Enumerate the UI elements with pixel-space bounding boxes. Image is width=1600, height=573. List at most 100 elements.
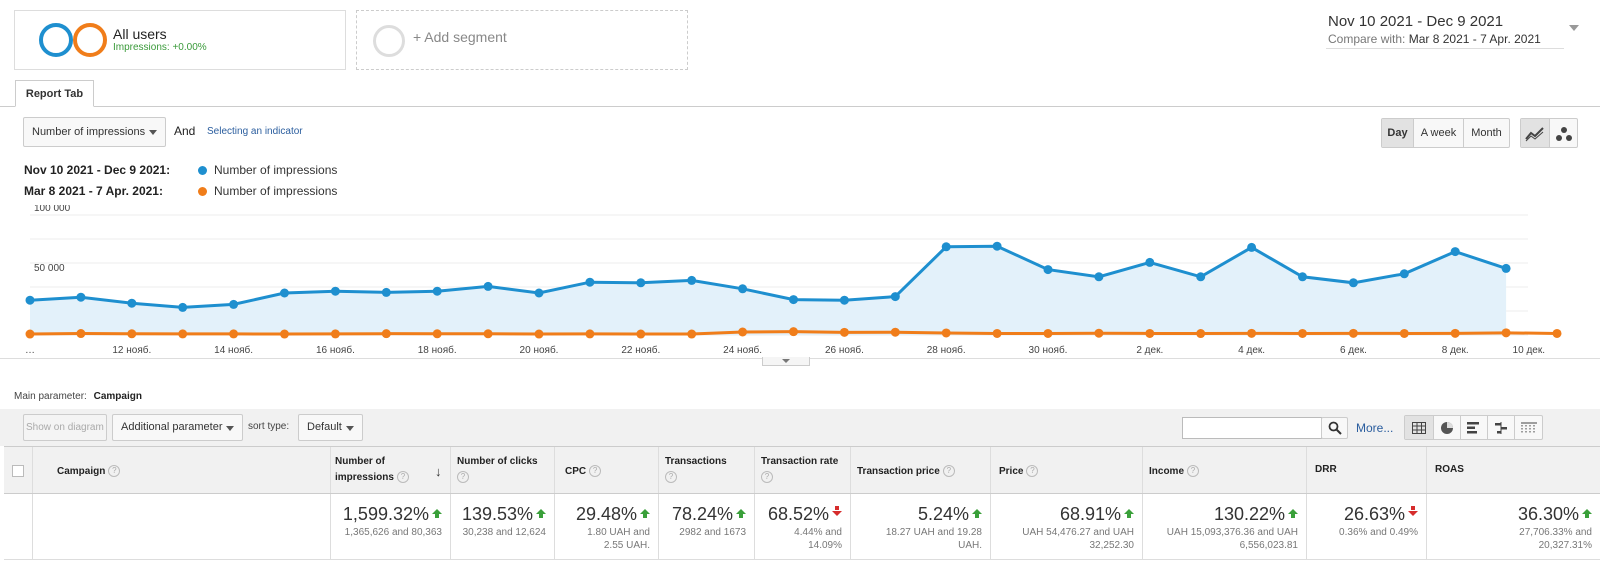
data-point (76, 292, 86, 302)
bar-view-icon[interactable] (1460, 416, 1487, 439)
data-point (1043, 265, 1053, 275)
data-point (432, 286, 442, 296)
header-drr[interactable]: DRR (1306, 447, 1426, 493)
data-point (280, 329, 289, 339)
table-header: Campaign? Number of impressions? ↓ Numbe… (4, 446, 1600, 494)
header-transactions[interactable]: Transactions? (658, 447, 754, 493)
legend-current-name[interactable]: Number of impressions (214, 163, 338, 177)
impressions-chart: 100 000 50 000 … 12 нояб. 14 нояб. 16 нояб. 18… (25, 205, 1562, 356)
data-point (738, 327, 748, 337)
cell-price: 68.91% UAH 54,476.27 and UAH 32,252.30 (990, 494, 1142, 559)
data-point (738, 284, 748, 294)
compare-dates: Mar 8 2021 - 7 Apr. 2021 (1408, 32, 1541, 46)
comparison-view-icon[interactable] (1487, 416, 1514, 439)
data-point (1196, 329, 1206, 339)
cell-campaign (32, 494, 330, 559)
help-icon[interactable]: ? (589, 465, 602, 478)
header-transaction-price[interactable]: Transaction price? (850, 447, 990, 493)
data-point (585, 277, 595, 287)
header-cpc[interactable]: CPC? (554, 447, 658, 493)
more-link[interactable]: More... (1356, 421, 1394, 435)
data-point (1399, 269, 1409, 279)
data-point (585, 329, 595, 339)
help-icon[interactable]: ? (761, 471, 773, 484)
date-range[interactable]: Nov 10 2021 - Dec 9 2021 (1328, 13, 1504, 30)
data-point (636, 278, 646, 288)
help-icon[interactable]: ? (457, 471, 469, 484)
header-transaction-rate-label: Transaction rate (761, 456, 839, 467)
help-icon[interactable]: ? (942, 465, 955, 478)
data-point (1196, 272, 1206, 282)
data-point (687, 329, 697, 339)
cell-transactions: 78.24% 2982 and 1673 (658, 494, 754, 559)
pie-view-icon[interactable] (1433, 416, 1460, 439)
x-tick-label: 16 нояб. (316, 344, 355, 356)
granularity-month[interactable]: Month (1463, 119, 1509, 147)
granularity-day[interactable]: Day (1382, 119, 1413, 147)
data-point (483, 329, 493, 339)
cell-price-value: 68.91% (1059, 504, 1121, 524)
header-income-label: Income (1149, 466, 1185, 477)
header-impressions[interactable]: Number of impressions? ↓ (330, 447, 450, 493)
sort-type-select[interactable]: Default (298, 414, 363, 441)
header-price[interactable]: Price? (990, 447, 1142, 493)
add-segment-button[interactable]: + Add segment (356, 10, 688, 70)
header-campaign[interactable]: Campaign? (32, 447, 330, 493)
table-search-input[interactable] (1182, 417, 1322, 439)
data-point (992, 328, 1002, 338)
segment-title: All users (113, 26, 167, 42)
header-transaction-rate[interactable]: Transaction rate? (754, 447, 850, 493)
x-tick-label: 6 дек. (1340, 345, 1367, 356)
data-point (1298, 328, 1307, 338)
help-icon[interactable]: ? (396, 471, 409, 484)
data-point (178, 302, 188, 312)
date-dropdown-caret-icon[interactable] (1569, 25, 1579, 31)
select-indicator-link[interactable]: Selecting an indicator (207, 126, 303, 137)
header-roas-label: ROAS (1435, 464, 1464, 475)
show-on-diagram-button[interactable]: Show on diagram (23, 414, 107, 441)
y-tick-label: 100 000 (34, 205, 71, 214)
sort-arrow-down-icon[interactable]: ↓ (435, 464, 442, 479)
granularity-week[interactable]: A week (1413, 119, 1463, 147)
cell-roas-sub: 27,706.33% and 20,327.31% (1519, 527, 1592, 551)
arrow-up-icon (432, 509, 442, 518)
main-parameter-value[interactable]: Campaign (93, 391, 142, 402)
header-drr-label: DRR (1315, 464, 1337, 475)
select-all-checkbox[interactable] (12, 465, 24, 477)
cell-cpc-sub: 1.80 UAH and 2.55 UAH. (587, 527, 650, 551)
tab-report[interactable]: Report Tab (15, 80, 94, 107)
help-icon[interactable]: ? (665, 471, 677, 484)
scatter-chart-icon[interactable] (1549, 119, 1577, 147)
header-roas[interactable]: ROAS (1426, 447, 1600, 493)
cell-cpc-value: 29.48% (575, 504, 637, 524)
segment-all-users[interactable]: All users Impressions: +0.00% (14, 10, 346, 70)
header-income[interactable]: Income? (1142, 447, 1306, 493)
data-point (636, 329, 646, 339)
legend-compare-name[interactable]: Number of impressions (214, 184, 338, 198)
data-point (992, 241, 1002, 251)
main-parameter: Main parameter: Campaign (14, 391, 142, 402)
help-icon[interactable]: ? (108, 465, 121, 478)
table-row: 1,599.32% 1,365,626 and 80,363 139.53% 3… (4, 494, 1600, 560)
additional-parameter-select[interactable]: Additional parameter (112, 414, 243, 441)
compare-range[interactable]: Compare with: Mar 8 2021 - 7 Apr. 2021 (1328, 32, 1541, 46)
chart-collapse-handle[interactable] (762, 357, 810, 366)
line-chart-icon[interactable] (1521, 119, 1549, 147)
data-point (1399, 328, 1409, 338)
data-point (1094, 328, 1104, 338)
search-icon (1328, 421, 1342, 435)
table-view-icon[interactable] (1405, 416, 1433, 439)
help-icon[interactable]: ? (1026, 465, 1039, 478)
header-clicks[interactable]: Number of clicks? (450, 447, 554, 493)
metric-select[interactable]: Number of impressions (23, 117, 166, 147)
data-point (941, 328, 951, 338)
header-cpc-label: CPC (565, 466, 587, 477)
pivot-view-icon[interactable] (1514, 416, 1542, 439)
date-divider (1326, 48, 1564, 49)
data-point (839, 327, 849, 337)
help-icon[interactable]: ? (1187, 465, 1200, 478)
data-point (483, 281, 493, 291)
data-point (25, 329, 35, 339)
data-point (1145, 328, 1155, 338)
search-button[interactable] (1321, 417, 1348, 439)
